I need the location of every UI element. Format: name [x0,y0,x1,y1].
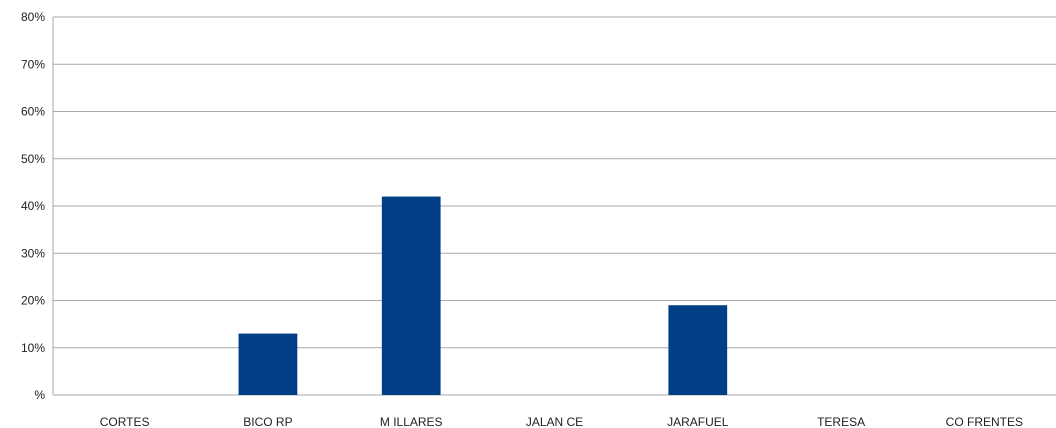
y-tick-label: 30% [21,246,45,260]
bar-bicorp [238,333,298,395]
y-axis-ticks: % 10% 20% 30% 40% 50% 60% 70% 80% [21,10,45,402]
x-axis-ticks: CORTES BICO RP M ILLARES JALAN CE JARAFUEL TE… [100,415,1023,428]
y-tick-label: 60% [21,105,45,119]
y-tick-label: 20% [21,294,45,308]
y-tick-label: 40% [21,199,45,213]
bars [238,196,728,395]
x-tick-label-cofrentes: CO FRENTES [946,415,1023,428]
x-tick-label-jalance: JALAN CE [526,415,583,428]
y-tick-label: 70% [21,57,45,71]
bar-jarafuel [668,305,728,395]
y-tick-label: 80% [21,10,45,24]
y-tick-label: 50% [21,152,45,166]
bar-millares [381,196,441,395]
x-tick-label-bicorp: BICO RP [243,415,292,428]
x-tick-label-millares: M ILLARES [380,415,443,428]
y-tick-label: % [34,388,45,402]
gridlines [53,16,1056,396]
x-tick-label-cortes: CORTES [100,415,150,428]
y-tick-label: 10% [21,341,45,355]
x-tick-label-jarafuel: JARAFUEL [667,415,729,428]
x-tick-label-teresa: TERESA [817,415,865,428]
